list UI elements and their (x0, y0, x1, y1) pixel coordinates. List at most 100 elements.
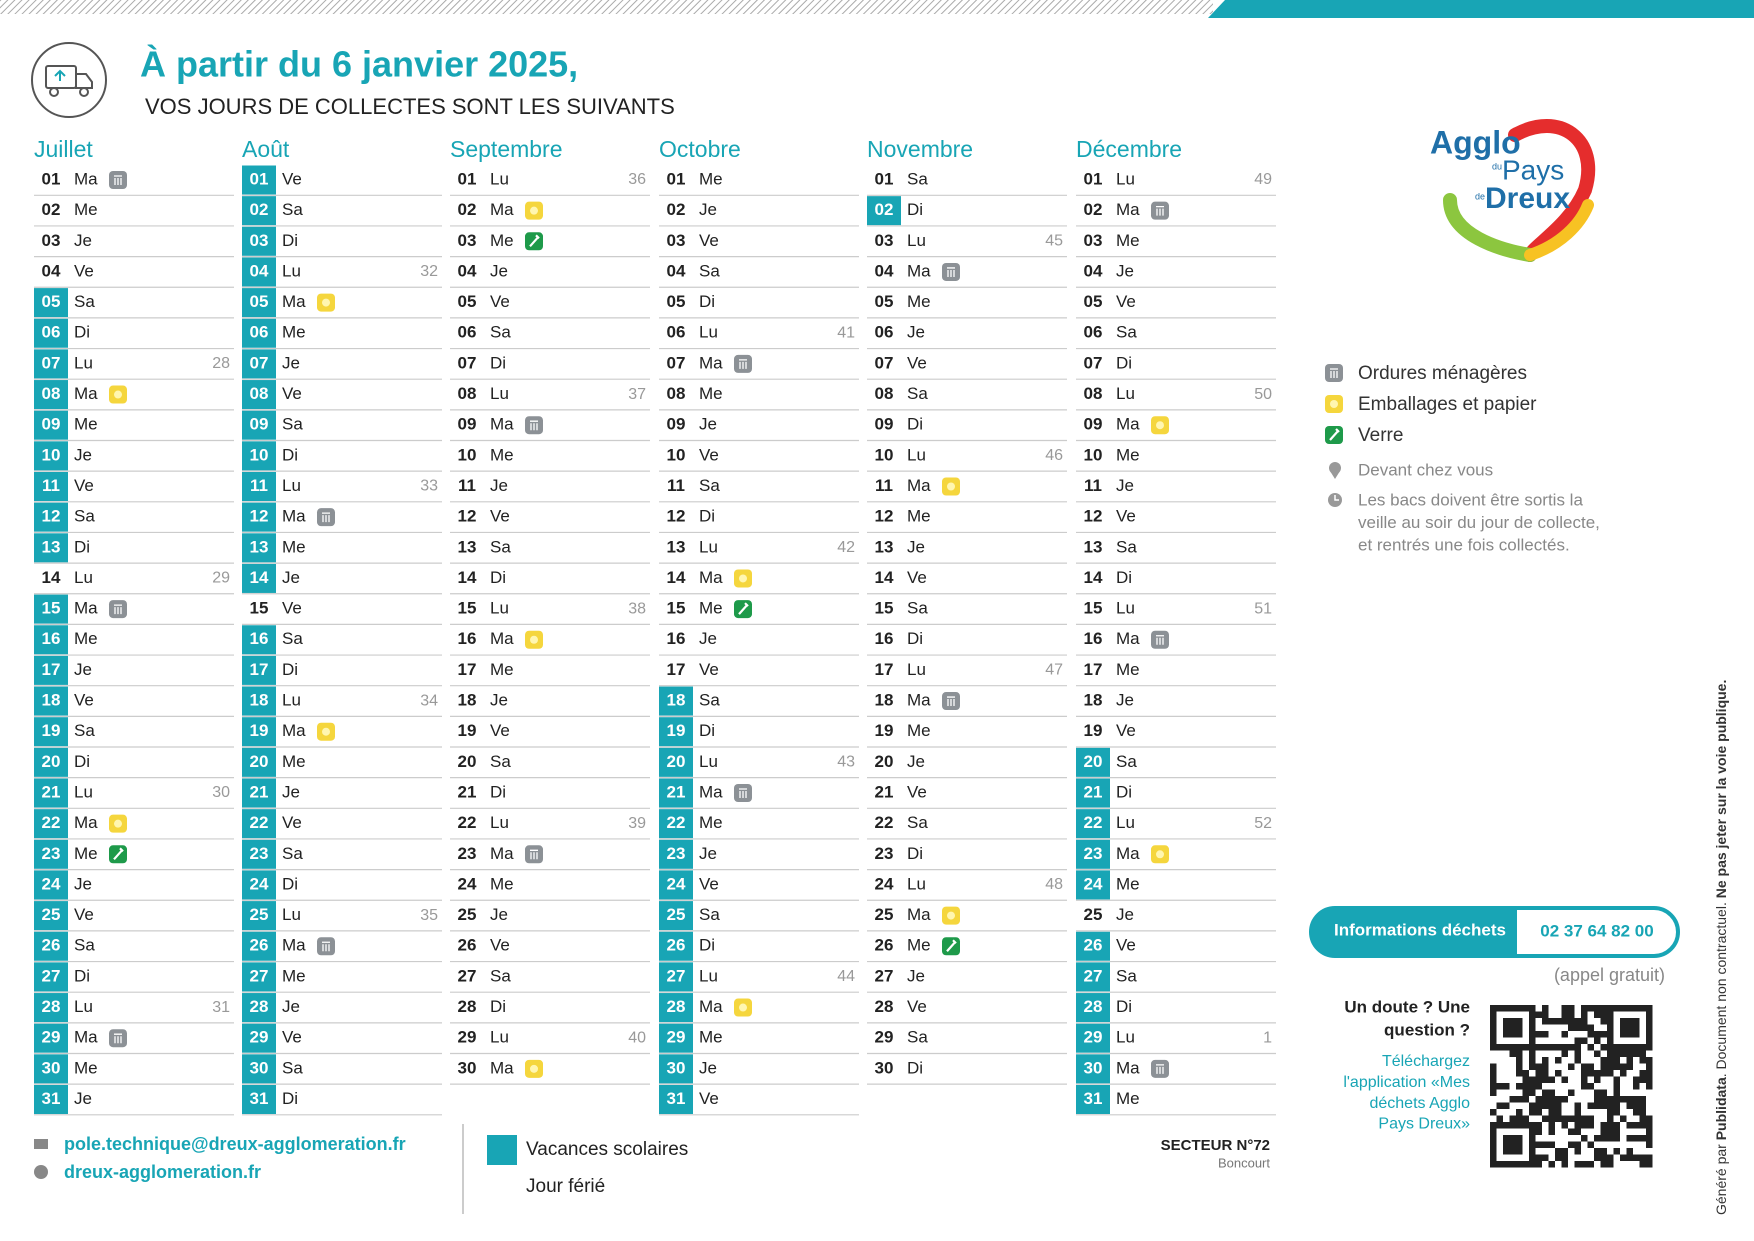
bin-icon-detail (739, 574, 747, 583)
pin-icon (1329, 462, 1341, 479)
day-number: 01 (250, 169, 269, 188)
weekday: Di (699, 292, 715, 311)
weekday: Sa (490, 966, 511, 985)
day-number: 10 (458, 445, 477, 464)
day-number: 13 (1084, 537, 1103, 556)
weekday: Ma (907, 905, 931, 924)
day-number: 06 (667, 323, 686, 342)
day-number: 29 (667, 1028, 686, 1047)
weekday: Ve (1116, 292, 1136, 311)
vacances-cell (34, 472, 68, 501)
week-number: 32 (420, 263, 438, 280)
vacances-cell (659, 1054, 693, 1084)
vacances-cell (242, 441, 276, 471)
day-number: 20 (875, 752, 894, 771)
vacances-cell (1076, 1054, 1110, 1084)
day-number: 14 (1084, 568, 1103, 587)
side-text: Généré par Publidata. Document non contr… (1713, 680, 1729, 1215)
vacances-cell (1076, 809, 1110, 839)
weekday: Sa (74, 292, 95, 311)
day-number: 07 (1084, 353, 1103, 372)
bin-icon-detail (739, 359, 747, 369)
weekday: Je (907, 752, 925, 771)
vacances-cell (242, 901, 276, 931)
vacances-cell (242, 349, 276, 379)
weekday: Di (907, 629, 923, 648)
weekday: Ve (1116, 721, 1136, 740)
vacances-cell (659, 993, 693, 1023)
day-number: 06 (458, 323, 477, 342)
day-number: 26 (458, 936, 477, 955)
day-number: 10 (250, 445, 269, 464)
weekday: Di (282, 231, 298, 250)
bin-icon-detail (739, 1003, 747, 1012)
weekday: Sa (1116, 323, 1137, 342)
week-number: 1 (1263, 1029, 1272, 1046)
day-number: 15 (875, 599, 894, 618)
side-by: Généré par (1713, 1140, 1729, 1215)
bin-icon-detail (114, 175, 122, 185)
day-number: 12 (250, 507, 269, 526)
day-number: 05 (42, 292, 61, 311)
vacances-cell (242, 472, 276, 501)
weekday: Di (1116, 997, 1132, 1016)
weekday: Me (490, 231, 514, 250)
vacances-cell (1076, 1023, 1110, 1053)
vacances-cell (242, 809, 276, 839)
week-number: 37 (628, 386, 646, 403)
day-number: 08 (250, 384, 269, 403)
bin-icon-detail (530, 1064, 538, 1073)
vacances-cell (34, 993, 68, 1023)
day-number: 23 (458, 844, 477, 863)
vacances-cell (242, 533, 276, 563)
day-number: 22 (458, 813, 477, 832)
weekday: Di (907, 200, 923, 219)
day-number: 10 (875, 445, 894, 464)
vacances-cell (242, 563, 276, 593)
weekday: Ma (282, 292, 306, 311)
weekday: Di (490, 997, 506, 1016)
vacances-cell (1076, 747, 1110, 777)
month-name: Octobre (659, 136, 741, 162)
weekday: Lu (1116, 599, 1135, 618)
weekday: Lu (490, 813, 509, 832)
vacances-cell (1076, 962, 1110, 992)
subtitle: VOS JOURS DE COLLECTES SONT LES SUIVANTS (145, 94, 675, 119)
bin-icon-detail (1330, 368, 1338, 378)
day-number: 03 (458, 231, 477, 250)
bin-icon-detail (1330, 400, 1338, 408)
vacances-cell (34, 594, 68, 624)
weekday: Ve (282, 813, 302, 832)
vacances-cell (242, 1085, 276, 1114)
day-number: 01 (42, 169, 61, 188)
weekday: Ma (490, 200, 514, 219)
vacances-cell (659, 1023, 693, 1053)
day-number: 01 (458, 169, 477, 188)
weekday: Me (1116, 445, 1140, 464)
bin-icon-detail (530, 849, 538, 860)
day-number: 14 (42, 568, 61, 587)
day-number: 04 (458, 261, 477, 280)
weekday: Me (699, 813, 723, 832)
weekday: Sa (699, 691, 720, 710)
weekday: Lu (282, 261, 301, 280)
week-number: 42 (837, 539, 855, 556)
weekday: Ve (699, 660, 719, 679)
day-number: 30 (42, 1058, 61, 1077)
weekday: Ma (282, 507, 306, 526)
weekday: Sa (1116, 752, 1137, 771)
legend-note: veille au soir du jour de collecte, (1358, 513, 1600, 532)
weekday: Je (699, 415, 717, 434)
vacances-cell (659, 686, 693, 716)
weekday: Me (1116, 231, 1140, 250)
day-number: 20 (250, 752, 269, 771)
day-number: 05 (250, 292, 269, 311)
vacances-cell (34, 288, 68, 318)
info-pill-fill (1311, 908, 1517, 956)
day-number: 21 (250, 782, 269, 801)
weekday: Me (1116, 874, 1140, 893)
day-number: 25 (1084, 905, 1103, 924)
vacances-cell (34, 778, 68, 808)
info-free: (appel gratuit) (1554, 965, 1665, 985)
